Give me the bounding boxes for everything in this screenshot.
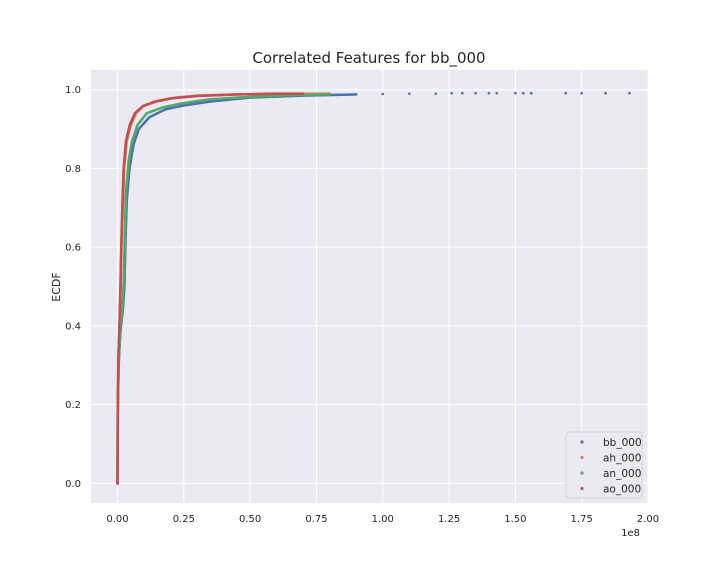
data-point bbox=[450, 91, 454, 95]
y-tick-label: 0.2 bbox=[65, 400, 81, 411]
y-tick-label: 0.6 bbox=[65, 243, 81, 254]
legend-marker bbox=[580, 455, 584, 460]
x-tick-label: 1.25 bbox=[438, 514, 460, 525]
legend-box bbox=[565, 431, 643, 499]
data-point bbox=[530, 91, 533, 95]
legend: bb_000 ah_000 an_000 ao_000 bbox=[565, 431, 643, 499]
data-point bbox=[434, 92, 438, 95]
plot-background bbox=[91, 70, 648, 503]
series-ao_000 bbox=[116, 92, 305, 485]
data-point bbox=[487, 91, 491, 95]
data-point bbox=[407, 92, 411, 95]
data-point bbox=[461, 91, 464, 95]
legend-entries: bb_000 ah_000 an_000 ao_000 bbox=[580, 437, 642, 496]
data-point bbox=[564, 91, 568, 95]
data-point bbox=[604, 91, 607, 95]
data-point bbox=[580, 91, 583, 95]
x-tick-label: 1.75 bbox=[571, 514, 593, 525]
data-point bbox=[495, 91, 499, 95]
legend-marker bbox=[580, 471, 584, 475]
x-tick-label: 0.00 bbox=[106, 514, 128, 525]
data-point bbox=[628, 91, 631, 95]
data-point bbox=[328, 93, 332, 96]
y-tick-label: 0.8 bbox=[65, 164, 81, 175]
legend-label: ao_000 bbox=[603, 484, 641, 496]
y-axis-label: ECDF bbox=[50, 272, 63, 301]
data-point bbox=[354, 93, 358, 96]
data-point bbox=[301, 92, 305, 95]
y-tick-label: 0.0 bbox=[65, 479, 81, 490]
grid-layer bbox=[91, 70, 649, 503]
y-tick-label: 0.4 bbox=[65, 321, 81, 332]
x-tick-label: 2.00 bbox=[637, 514, 659, 525]
x-tick-label: 0.75 bbox=[305, 514, 327, 525]
x-tick-label: 1.00 bbox=[372, 514, 394, 525]
chart-title: Correlated Features for bb_000 bbox=[252, 49, 485, 68]
data-point bbox=[381, 92, 385, 96]
legend-marker bbox=[580, 486, 584, 491]
y-tick-label: 1.0 bbox=[65, 85, 81, 96]
x-tick-label: 1.50 bbox=[504, 514, 526, 525]
legend-label: an_000 bbox=[603, 468, 641, 480]
series-layer bbox=[116, 91, 631, 485]
x-tick-label: 0.50 bbox=[239, 514, 261, 525]
data-point bbox=[474, 91, 477, 95]
tick-layer: 0.00 0.25 0.50 0.75 1.00 1.25 1.50 1.75 2.00 0.0 0… bbox=[65, 85, 659, 525]
legend-label: ah_000 bbox=[603, 453, 641, 465]
data-point bbox=[514, 91, 517, 95]
legend-label: bb_000 bbox=[603, 437, 642, 449]
data-point bbox=[522, 91, 525, 95]
legend-marker bbox=[580, 440, 584, 444]
x-tick-label: 0.25 bbox=[173, 514, 195, 525]
x-scale-label: 1e8 bbox=[621, 528, 640, 539]
